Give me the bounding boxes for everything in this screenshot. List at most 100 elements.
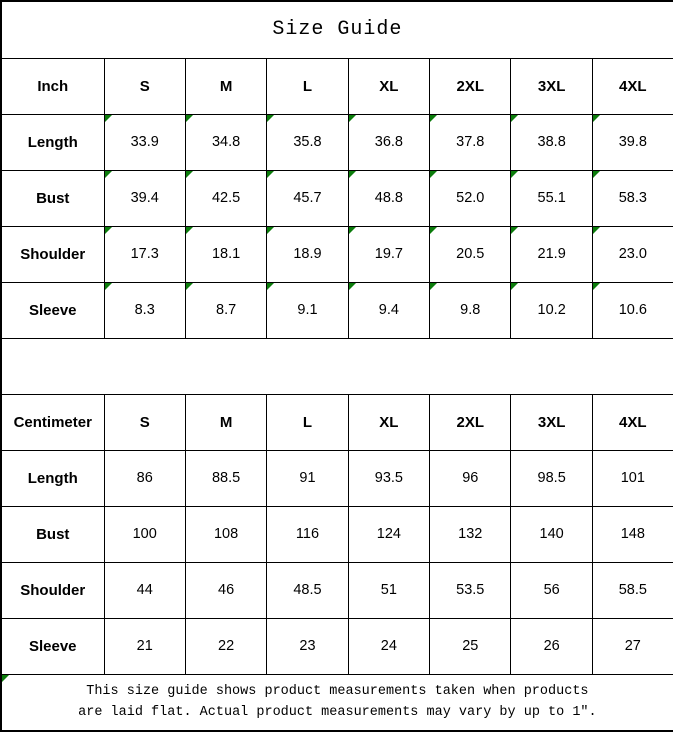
measurement-label: Length — [0, 113, 105, 171]
cell-flag-icon — [430, 226, 438, 234]
value-text: 33.9 — [130, 134, 159, 150]
footer-note-line2: are laid flat. Actual product measuremen… — [78, 705, 597, 721]
cell-flag-icon — [267, 114, 275, 122]
cell-flag-icon — [592, 226, 600, 234]
cell-flag-icon — [430, 114, 438, 122]
title-row: Size Guide — [0, 0, 673, 59]
value-text: 8.3 — [134, 302, 155, 318]
measurement-value: 86 — [103, 449, 186, 507]
value-text: 37.8 — [456, 134, 485, 150]
table-spacer-row — [0, 337, 673, 395]
inch-header-row: Inch S M L XL 2XL 3XL 4XL — [0, 57, 673, 115]
value-text: 42.5 — [211, 190, 241, 206]
measurement-value: 17.3 — [103, 225, 186, 283]
value-text: 9.4 — [378, 302, 399, 318]
measurement-value: 52.0 — [429, 169, 512, 227]
cell-flag-icon — [104, 114, 112, 122]
measurement-value: 18.1 — [184, 225, 268, 283]
value-text: 9.1 — [297, 302, 318, 318]
measurement-value: 55.1 — [510, 169, 593, 227]
cell-flag-icon — [430, 282, 438, 290]
cell-flag-icon — [104, 170, 112, 178]
measurement-label: Length — [0, 449, 105, 507]
measurement-value: 51 — [347, 561, 431, 619]
measurement-value: 58.5 — [591, 561, 673, 619]
value-text: 52.0 — [456, 190, 485, 206]
footer-note: This size guide shows product measuremen… — [0, 673, 673, 732]
measurement-value: 108 — [184, 505, 268, 563]
measurement-value: 100 — [103, 505, 186, 563]
value-text: 18.1 — [211, 246, 241, 262]
size-header: 2XL — [429, 57, 512, 115]
cell-flag-icon — [592, 114, 600, 122]
measurement-value: 8.7 — [184, 281, 268, 339]
cell-flag-icon — [511, 170, 519, 178]
measurement-value: 27 — [591, 617, 673, 675]
cm-length-row: Length 86 88.5 91 93.5 96 98.5 101 — [0, 449, 673, 507]
cm-header-row: Centimeter S M L XL 2XL 3XL 4XL — [0, 393, 673, 451]
value-text: 19.7 — [374, 246, 403, 262]
measurement-label: Shoulder — [0, 561, 105, 619]
measurement-value: 9.4 — [347, 281, 431, 339]
measurement-value: 33.9 — [103, 113, 186, 171]
size-header: 4XL — [591, 393, 673, 451]
value-text: 38.8 — [537, 134, 566, 150]
measurement-value: 18.9 — [266, 225, 349, 283]
measurement-value: 56 — [510, 561, 593, 619]
measurement-value: 36.8 — [347, 113, 431, 171]
page-title: Size Guide — [0, 0, 673, 59]
measurement-value: 23.0 — [591, 225, 673, 283]
size-header: L — [266, 57, 349, 115]
measurement-value: 96 — [429, 449, 512, 507]
measurement-value: 26 — [510, 617, 593, 675]
cell-flag-icon — [2, 674, 9, 682]
size-header: 3XL — [510, 393, 593, 451]
measurement-value: 93.5 — [347, 449, 431, 507]
measurement-value: 9.8 — [429, 281, 512, 339]
measurement-value: 101 — [591, 449, 673, 507]
value-text: 17.3 — [130, 246, 159, 262]
cell-flag-icon — [267, 170, 275, 178]
measurement-value: 53.5 — [429, 561, 512, 619]
measurement-value: 35.8 — [266, 113, 349, 171]
measurement-label: Sleeve — [0, 281, 105, 339]
size-header: 4XL — [591, 57, 673, 115]
measurement-value: 46 — [184, 561, 268, 619]
measurement-label: Bust — [0, 505, 105, 563]
value-text: 45.7 — [293, 190, 322, 206]
size-header: S — [103, 393, 186, 451]
inch-bust-row: Bust 39.4 42.5 45.7 48.8 52.0 55.1 58.3 — [0, 169, 673, 227]
value-text: 58.3 — [618, 190, 647, 206]
size-header: S — [103, 57, 186, 115]
cell-flag-icon — [348, 226, 356, 234]
value-text: 20.5 — [456, 246, 485, 262]
measurement-value: 10.6 — [591, 281, 673, 339]
cell-flag-icon — [185, 226, 193, 234]
value-text: 10.2 — [537, 302, 566, 318]
unit-header-inch: Inch — [0, 57, 105, 115]
size-header: 2XL — [429, 393, 512, 451]
measurement-label: Shoulder — [0, 225, 105, 283]
footer-note-line1: This size guide shows product measuremen… — [86, 683, 589, 699]
measurement-value: 39.4 — [103, 169, 186, 227]
measurement-value: 22 — [184, 617, 268, 675]
value-text: 10.6 — [618, 302, 647, 318]
value-text: 9.8 — [460, 302, 481, 318]
value-text: 23.0 — [618, 246, 647, 262]
cell-flag-icon — [267, 226, 275, 234]
size-header: XL — [347, 57, 431, 115]
cell-flag-icon — [267, 282, 275, 290]
unit-header-centimeter: Centimeter — [0, 393, 105, 451]
value-text: 39.4 — [130, 190, 159, 206]
footer-row: This size guide shows product measuremen… — [0, 673, 673, 732]
cell-flag-icon — [511, 282, 519, 290]
measurement-label: Sleeve — [0, 617, 105, 675]
value-text: 18.9 — [293, 246, 322, 262]
measurement-value: 9.1 — [266, 281, 349, 339]
measurement-label: Bust — [0, 169, 105, 227]
cell-flag-icon — [511, 226, 519, 234]
measurement-value: 44 — [103, 561, 186, 619]
measurement-value: 37.8 — [429, 113, 512, 171]
inch-length-row: Length 33.9 34.8 35.8 36.8 37.8 38.8 39.… — [0, 113, 673, 171]
